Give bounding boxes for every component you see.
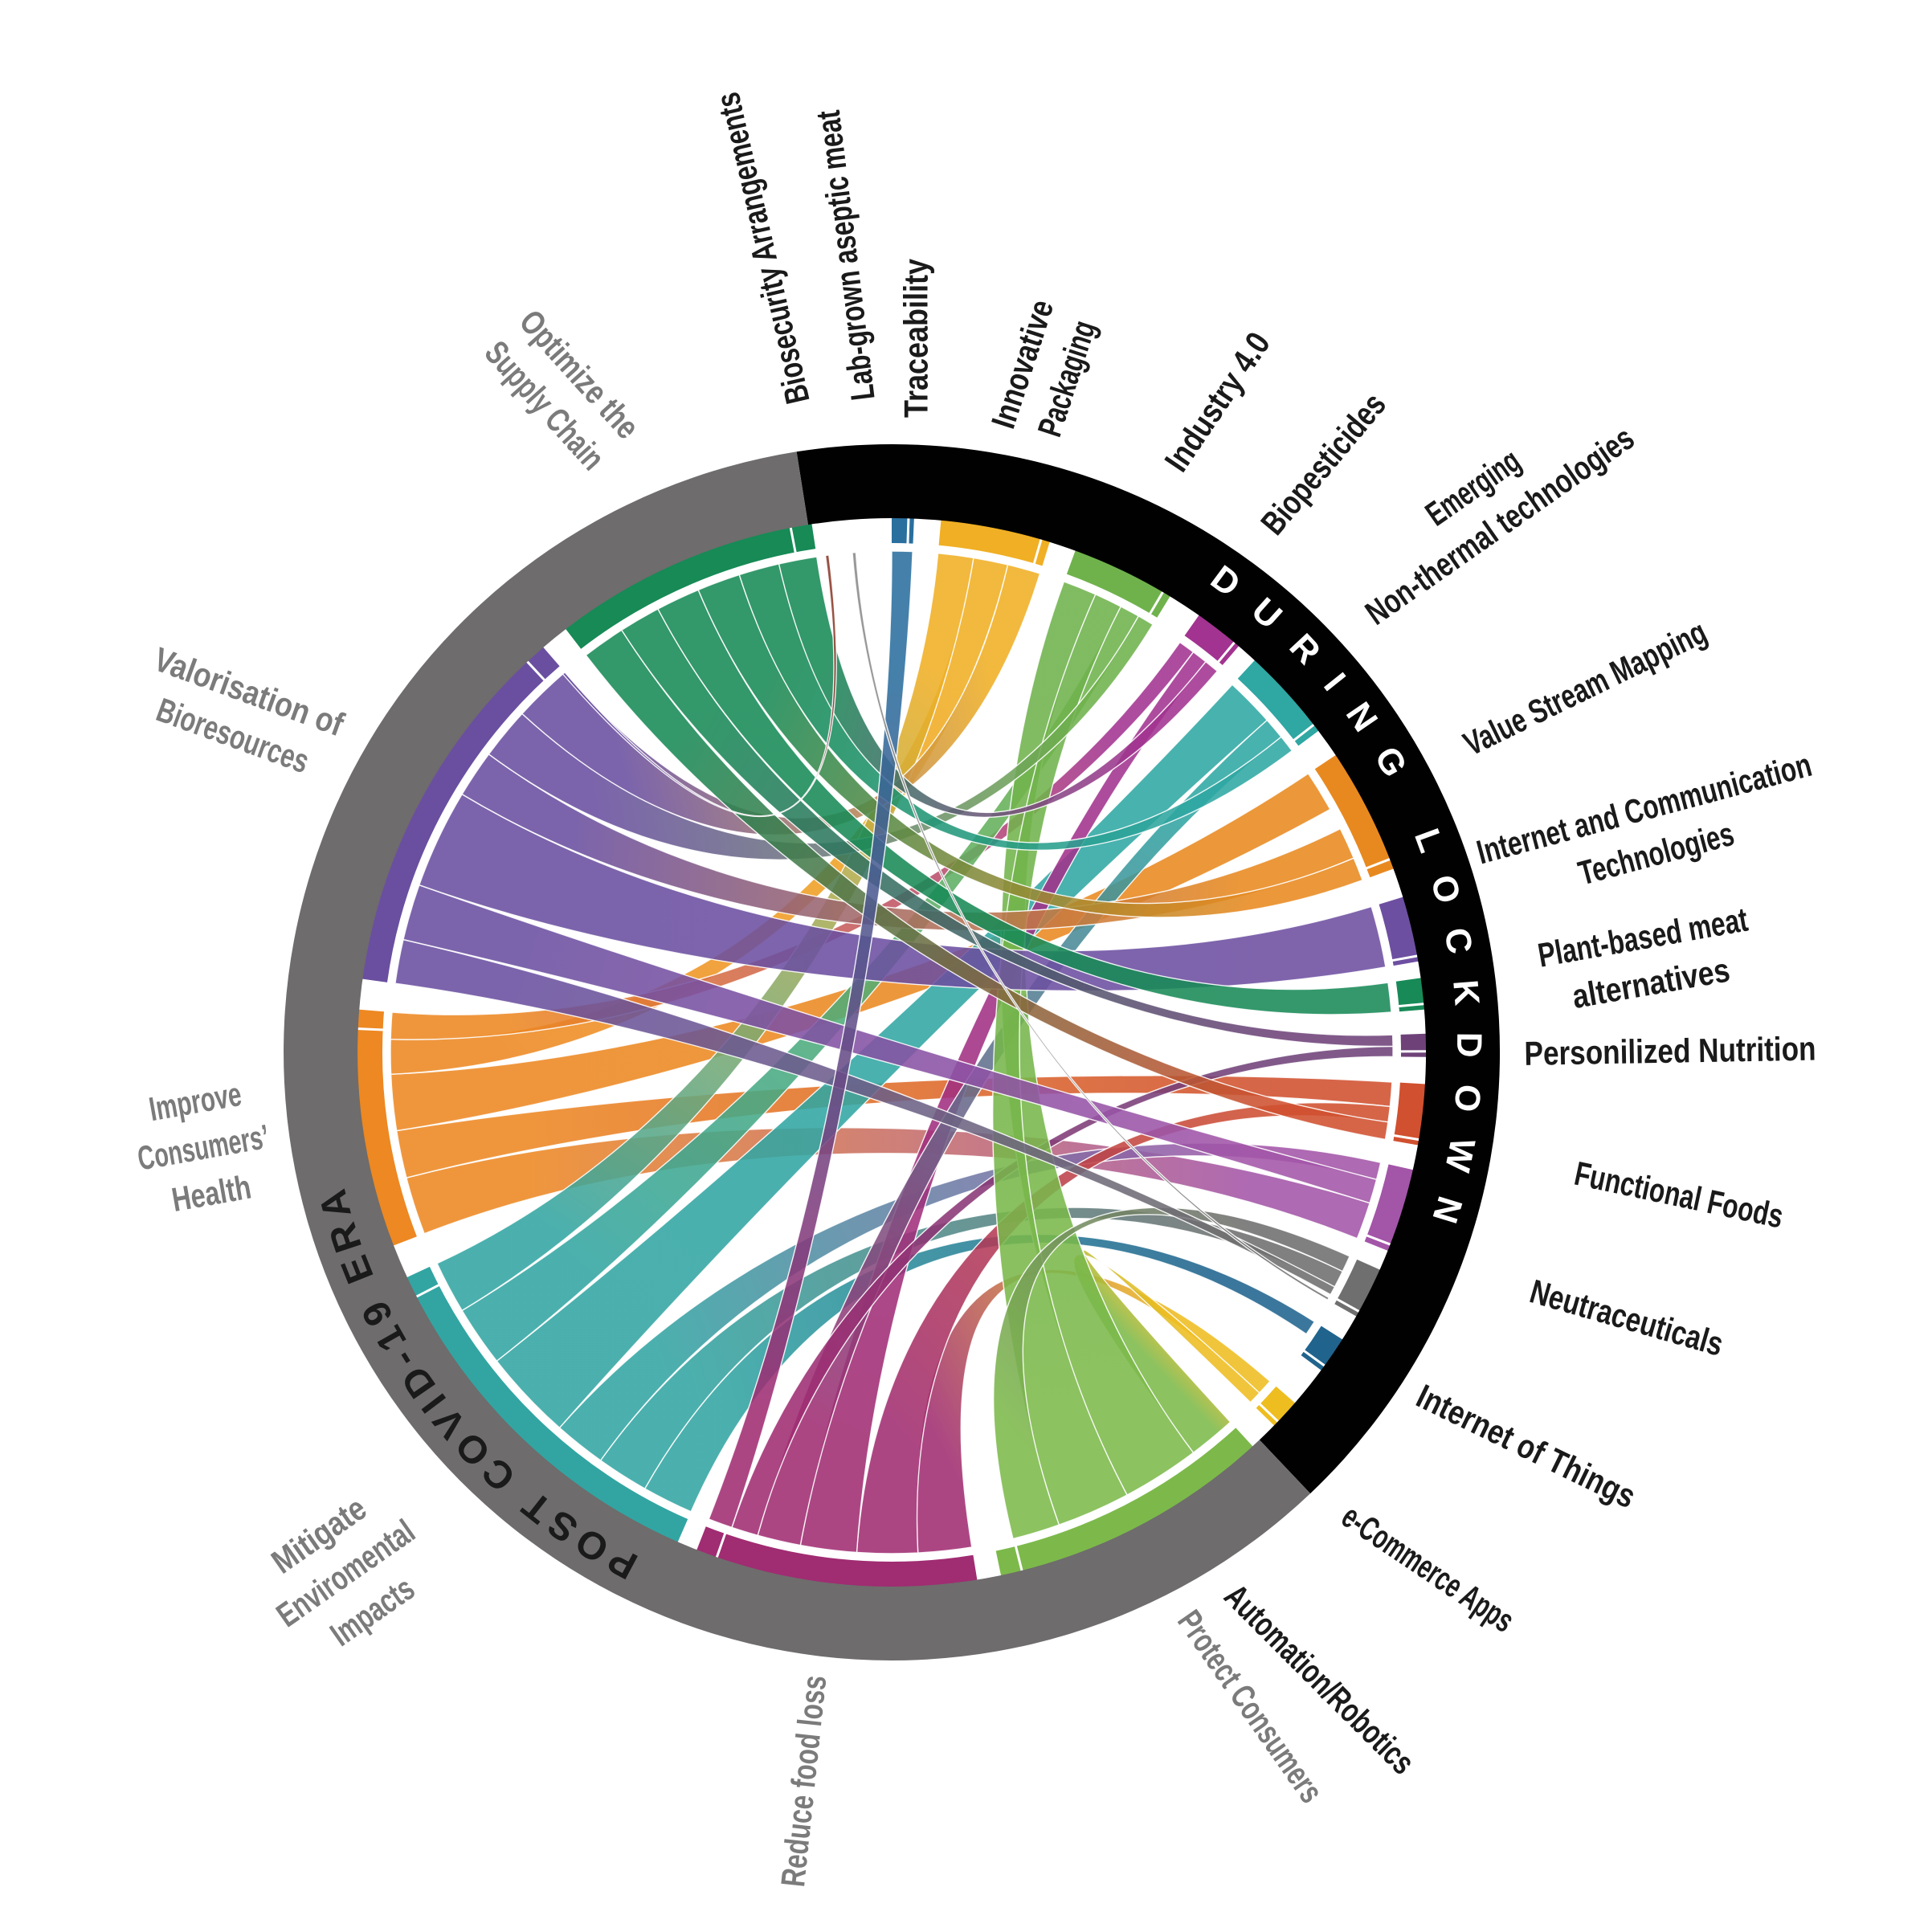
- svg-text:Personilized Nutrition: Personilized Nutrition: [1524, 1030, 1816, 1072]
- svg-text:Traceability: Traceability: [897, 258, 935, 418]
